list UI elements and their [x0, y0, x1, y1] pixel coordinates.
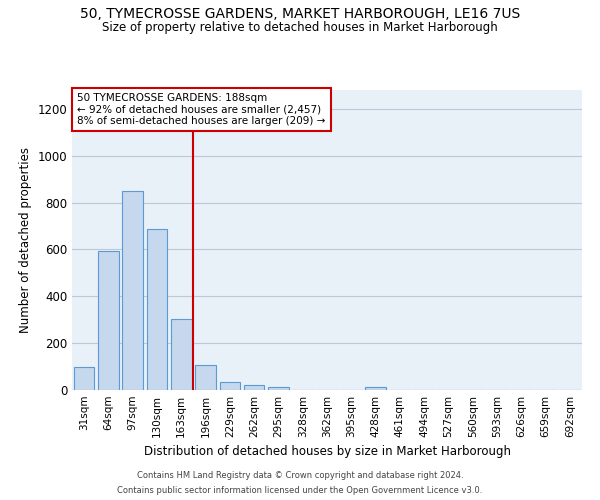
Bar: [195, 366, 216, 390]
Text: Size of property relative to detached houses in Market Harborough: Size of property relative to detached ho…: [102, 21, 498, 34]
Text: Contains HM Land Registry data © Crown copyright and database right 2024.: Contains HM Land Registry data © Crown c…: [137, 471, 463, 480]
Text: 50, TYMECROSSE GARDENS, MARKET HARBOROUGH, LE16 7US: 50, TYMECROSSE GARDENS, MARKET HARBOROUG…: [80, 8, 520, 22]
Y-axis label: Number of detached properties: Number of detached properties: [19, 147, 32, 333]
Text: Contains public sector information licensed under the Open Government Licence v3: Contains public sector information licen…: [118, 486, 482, 495]
Bar: [122, 191, 143, 390]
Bar: [74, 366, 94, 390]
Bar: [365, 387, 386, 390]
Bar: [244, 385, 265, 390]
X-axis label: Distribution of detached houses by size in Market Harborough: Distribution of detached houses by size …: [143, 446, 511, 458]
Text: 50 TYMECROSSE GARDENS: 188sqm
← 92% of detached houses are smaller (2,457)
8% of: 50 TYMECROSSE GARDENS: 188sqm ← 92% of d…: [77, 93, 325, 126]
Bar: [171, 318, 191, 390]
Bar: [220, 382, 240, 390]
Bar: [98, 250, 119, 390]
Bar: [146, 230, 167, 390]
Bar: [268, 387, 289, 390]
